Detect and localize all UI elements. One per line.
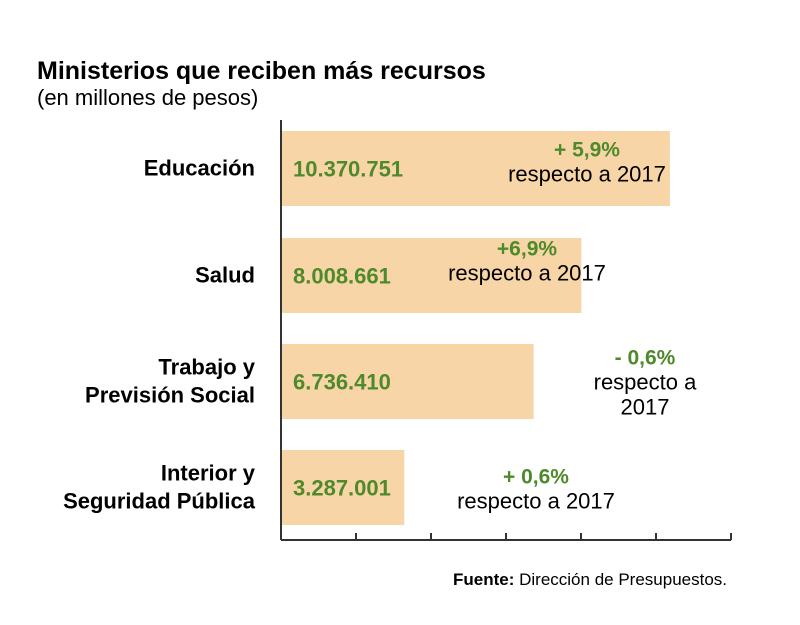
category-label-line: Trabajo y: [158, 355, 255, 380]
change-annotation: - 0,6% respecto a 2017: [594, 347, 697, 420]
category-label-line: Seguridad Pública: [63, 489, 256, 514]
change-note: respecto a 2017: [448, 261, 606, 286]
value-label: 8.008.661: [293, 264, 391, 289]
source-note: Fuente: Dirección de Presupuestos.: [453, 570, 727, 589]
source-label: Fuente:: [453, 570, 514, 589]
category-label-line: Educación: [144, 156, 255, 181]
change-percent: +6,9%: [497, 238, 557, 261]
change-annotation: + 0,6% respecto a 2017: [457, 466, 615, 514]
change-annotation: + 5,9% respecto a 2017: [508, 139, 666, 187]
change-note: respecto a: [594, 370, 697, 395]
change-note: respecto a 2017: [508, 162, 666, 187]
change-percent: + 0,6%: [503, 466, 569, 489]
value-label: 10.370.751: [293, 157, 403, 182]
category-label-line: Interior y: [161, 461, 256, 486]
change-annotation: +6,9% respecto a 2017: [448, 238, 606, 286]
chart-title: Ministerios que reciben más recursos: [37, 57, 486, 85]
change-percent: - 0,6%: [615, 347, 676, 370]
chart-subtitle: (en millones de pesos): [37, 85, 258, 110]
category-label-line: Salud: [195, 263, 255, 288]
category-label: Salud: [195, 263, 255, 288]
source-text: Dirección de Presupuestos.: [514, 570, 727, 589]
value-label: 3.287.001: [293, 476, 391, 501]
bars: Educación 10.370.751+ 5,9% respecto a 2017…: [63, 131, 697, 525]
bar: [281, 238, 582, 313]
category-label: Educación: [144, 156, 255, 181]
category-label-line: Previsión Social: [85, 383, 255, 408]
change-note: respecto a 2017: [457, 489, 615, 514]
change-note: 2017: [621, 395, 670, 420]
category-label: Interior y Seguridad Pública: [63, 461, 256, 514]
category-label: Trabajo y Previsión Social: [85, 355, 256, 408]
change-percent: + 5,9%: [554, 139, 620, 162]
value-label: 6.736.410: [293, 370, 391, 395]
bar: [281, 344, 534, 419]
bar: [281, 450, 405, 525]
bar: [281, 131, 670, 206]
x-axis: [280, 120, 732, 541]
